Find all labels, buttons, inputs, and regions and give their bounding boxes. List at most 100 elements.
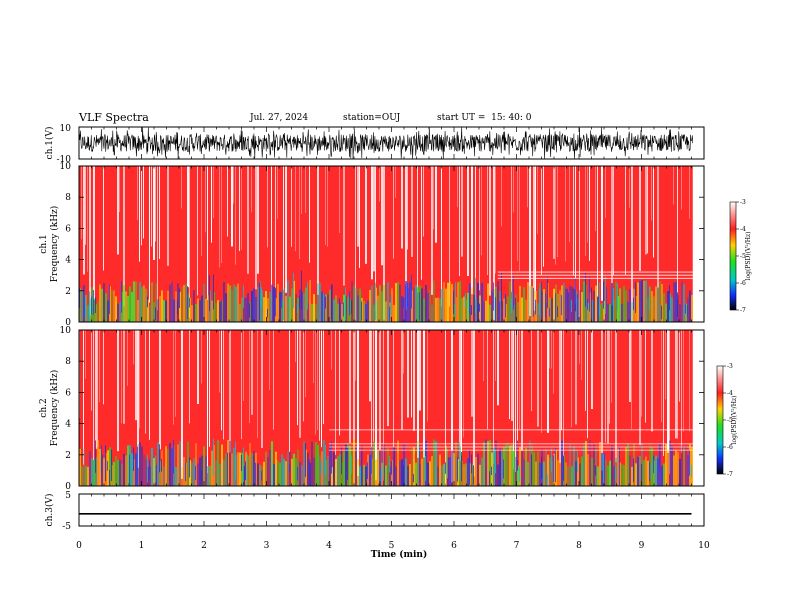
spectrogram-column	[271, 284, 273, 322]
spectrogram-column	[501, 301, 503, 322]
spectrogram-column	[321, 330, 322, 448]
spectrogram-column	[575, 166, 576, 304]
frequency-tick-label: 0	[65, 318, 71, 328]
spectrogram-column	[143, 285, 145, 322]
spectrogram-column	[119, 301, 121, 322]
spectrogram-column	[511, 298, 512, 314]
spectrogram-column	[91, 296, 92, 315]
spectrogram-column	[437, 297, 439, 322]
spectrogram-column	[145, 459, 147, 486]
spectrogram-column	[653, 296, 655, 322]
spectrogram-column	[151, 282, 153, 322]
spectrogram-column	[535, 299, 536, 315]
spectrogram-column	[449, 281, 451, 322]
spectrogram-column	[493, 330, 494, 464]
spectrogram-column	[625, 166, 626, 276]
spectrogram-column	[349, 291, 350, 316]
spectrogram-column	[225, 293, 227, 322]
spectrogram-column	[177, 444, 179, 486]
spectrogram-column	[677, 292, 678, 317]
spectrogram-column	[419, 445, 420, 484]
spectrogram-column	[245, 297, 247, 322]
spectrogram-column	[107, 461, 108, 471]
spectrogram-column	[537, 330, 539, 427]
spectrogram-column	[599, 441, 601, 486]
spectrogram-column	[267, 457, 269, 486]
spectrogram-column	[561, 330, 562, 430]
spectrogram-column	[283, 458, 285, 486]
spectrogram-column	[461, 330, 462, 456]
spectrogram-column	[205, 298, 207, 322]
spectrogram-column	[267, 308, 268, 318]
spectrogram-column	[173, 299, 175, 322]
spectrogram-column	[431, 456, 433, 486]
spectrogram-column	[665, 330, 666, 400]
ch2-colorbar	[716, 365, 724, 475]
spectrogram-column	[161, 458, 162, 472]
spectrogram-column	[621, 303, 623, 322]
spectrogram-column	[307, 282, 308, 310]
spectrogram-column	[407, 282, 408, 307]
spectrogram-column	[535, 461, 537, 486]
spectrogram-column	[189, 457, 190, 478]
spectrogram-column	[361, 451, 362, 484]
spectrogram-column	[221, 444, 223, 486]
spectrogram-column	[235, 286, 237, 322]
spectrogram-column	[155, 307, 156, 321]
spectrogram-column	[607, 465, 609, 486]
spectrogram-column	[573, 446, 575, 486]
spectrogram-column	[561, 440, 563, 486]
spectrogram-column	[553, 288, 555, 322]
spectrogram-column	[427, 330, 428, 422]
spectrogram-column	[285, 295, 287, 322]
spectrogram-column	[137, 299, 139, 322]
spectrogram-column	[201, 470, 202, 484]
spectrogram-column	[291, 166, 292, 247]
spectrogram-column	[393, 330, 394, 484]
spectrogram-column	[355, 166, 356, 321]
spectrogram-column	[517, 465, 519, 486]
frequency-tick-label: 4	[65, 420, 71, 430]
spectrogram-column	[403, 297, 405, 322]
spectrogram-column	[661, 330, 662, 422]
spectrogram-column	[165, 445, 167, 486]
spectrogram-column	[121, 330, 122, 424]
spectrogram-column	[583, 281, 585, 322]
spectrogram-column	[199, 457, 201, 486]
spectrogram-column	[139, 442, 141, 486]
spectrogram-column	[221, 166, 222, 264]
spectrogram-column	[403, 330, 404, 374]
spectrogram-column	[513, 451, 515, 486]
spectrogram-column	[551, 298, 553, 322]
spectrogram-column	[429, 461, 431, 486]
spectrogram-column	[393, 166, 394, 259]
spectrogram-column	[121, 464, 123, 486]
spectrogram-column	[673, 282, 675, 322]
spectrogram-column	[213, 166, 214, 219]
spectrogram-column	[387, 282, 389, 322]
spectrogram-column	[653, 166, 654, 258]
spectrogram-column	[441, 465, 443, 486]
spectrogram-column	[605, 166, 606, 218]
spectrogram-column	[617, 283, 618, 311]
spectrogram-column	[467, 292, 469, 322]
spectrogram-column	[261, 330, 263, 449]
spectrogram-column	[167, 166, 169, 266]
spectrogram-column	[333, 453, 334, 478]
spectrogram-column	[633, 458, 634, 482]
spectrogram-column	[591, 330, 593, 410]
spectrogram-column	[509, 330, 510, 420]
spectrogram-column	[635, 463, 637, 486]
spectrogram-column	[599, 282, 600, 318]
spectrogram-column	[453, 453, 455, 486]
spectrogram-column	[201, 330, 202, 384]
spectrogram-column	[91, 458, 93, 486]
spectrogram-column	[405, 166, 407, 310]
spectrogram-column	[515, 330, 516, 472]
spectrogram-column	[519, 330, 520, 430]
spectrogram-column	[647, 166, 648, 254]
spectrogram-column	[363, 464, 365, 486]
spectrogram-column	[509, 281, 511, 322]
frequency-tick-label: 10	[60, 326, 72, 336]
spectrogram-column	[435, 298, 437, 322]
